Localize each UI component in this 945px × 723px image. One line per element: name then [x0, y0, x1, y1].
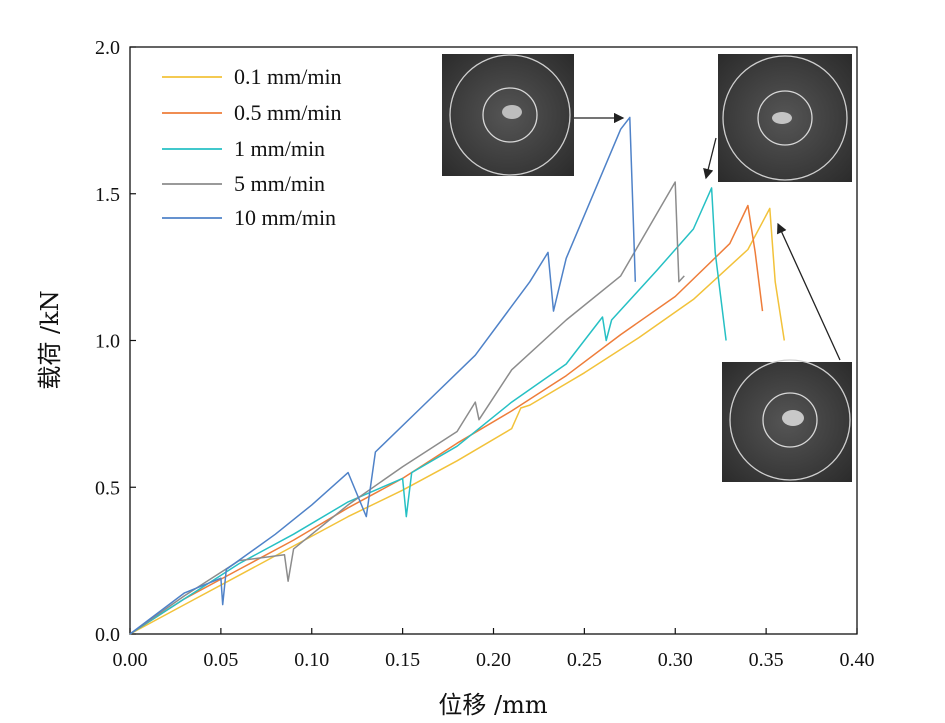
y-tick-label: 1.5 — [95, 184, 120, 206]
x-axis-title: 位移 /mm — [438, 691, 547, 719]
x-tick-label: 0.15 — [385, 649, 420, 671]
x-tick-label: 0.10 — [294, 649, 329, 671]
specimen-photo-top-right — [718, 54, 852, 182]
x-tick-label: 0.25 — [567, 649, 602, 671]
y-tick-label: 0.5 — [95, 477, 120, 499]
x-tick-label: 0.35 — [749, 649, 784, 671]
y-tick-label: 2.0 — [95, 37, 120, 59]
arrow-to-1mm-peak — [703, 137, 717, 180]
x-tick-label: 0.05 — [203, 649, 238, 671]
legend: 0.1 mm/min 0.5 mm/min 1 mm/min 5 mm/min … — [162, 64, 342, 230]
series-line-0.5mmmin — [129, 204, 764, 635]
series-line-1mmmin — [129, 187, 727, 635]
x-tick-label: 0.30 — [658, 649, 693, 671]
arrow-to-0.1mm-peak — [777, 222, 841, 361]
legend-label: 1 mm/min — [234, 136, 325, 161]
y-tick-label: 1.0 — [95, 331, 120, 353]
series-line-5mmmin — [129, 181, 685, 635]
x-tick-label: 0.20 — [476, 649, 511, 671]
x-tick-labels: 0.00 0.05 0.10 0.15 0.20 0.25 0.30 0.35 … — [113, 649, 875, 671]
specimen-photo-bottom-right — [722, 359, 852, 482]
y-tick-label: 0.0 — [95, 624, 120, 646]
legend-label: 10 mm/min — [234, 205, 336, 230]
plot-area — [129, 46, 858, 635]
legend-label: 5 mm/min — [234, 171, 325, 196]
specimen-photo-top-left — [442, 54, 574, 176]
legend-label: 0.5 mm/min — [234, 100, 342, 125]
legend-label: 0.1 mm/min — [234, 64, 342, 89]
x-tick-label: 0.40 — [840, 649, 875, 671]
series-line-10mmmin — [129, 116, 637, 635]
x-tick-label: 0.00 — [113, 649, 148, 671]
y-axis-title: 载荷 /kN — [36, 290, 64, 389]
y-tick-labels: 0.0 0.5 1.0 1.5 2.0 — [95, 37, 120, 646]
